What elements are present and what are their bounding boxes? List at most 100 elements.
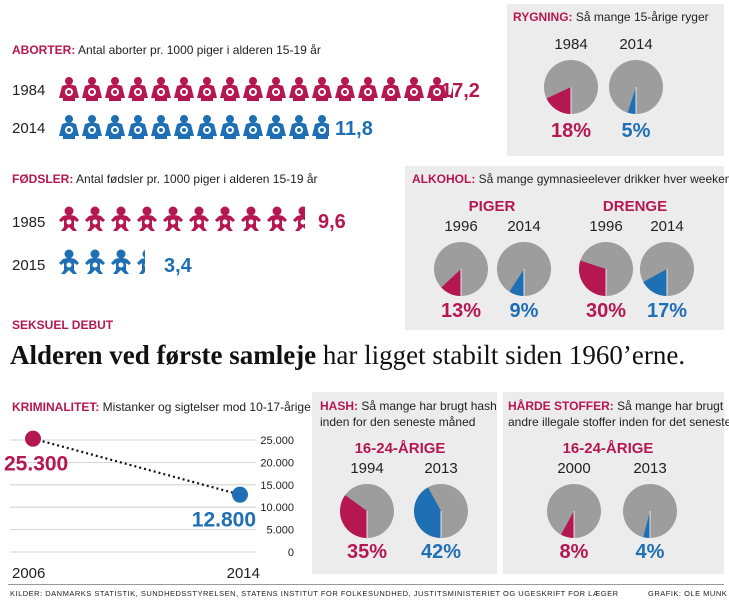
pregnant-person-icon [311,76,333,102]
hash-title: HASH: [320,399,358,413]
haarde-title: HÅRDE STOFFER: [508,399,614,413]
alkohol-drenge-label: DRENGE [602,198,668,215]
hash-pie-2013 [413,484,468,538]
pregnant-person-icon [265,114,287,140]
rygning-header: RYGNING: Så mange 15-årige ryger [513,10,709,24]
fodsler-title: FØDSLER: [12,172,74,186]
hash-header: HASH: Så mange har brugt hash [320,399,497,413]
haarde-header: HÅRDE STOFFER: Så mange har brugt [508,399,723,413]
hash-desc1: Så mange har brugt hash [361,399,497,413]
rygning-pie-1984 [544,60,598,114]
krim-desc: Mistanker og sigtelser mod 10-17-årige [102,400,311,414]
rygning-pie-2014 [609,60,663,114]
pregnant-person-icon [81,76,103,102]
mother-baby-icon [266,206,288,232]
pie-slice [643,269,667,296]
krim-xtick: 2006 [12,565,45,582]
hash-year-1994: 1994 [350,460,384,477]
krim-title: KRIMINALITET: [12,400,100,414]
pregnant-person-icon [150,114,172,140]
pregnant-person-icon [219,76,241,102]
aborter-value-2: 11,8 [335,118,373,140]
krim-ytick: 25.000 [260,435,294,447]
alkohol-piger-label: PIGER [468,198,516,215]
pregnant-person-icon [173,114,195,140]
mother-baby-icon [240,206,262,232]
fodsler-icons-1985 [58,206,305,232]
aborter-year-2: 2014 [12,120,46,137]
haarde-group: 16-24-ÅRIGE [562,440,654,457]
haarde-pie-2013 [623,484,677,538]
krim-header: KRIMINALITET: Mistanker og sigtelser mod… [12,400,311,414]
rygning-pct-1984: 18% [550,120,592,142]
hash-pct-1994: 35% [346,541,388,563]
pregnant-person-icon [127,76,149,102]
mother-baby-icon [84,249,106,275]
pregnant-person-icon [58,114,80,140]
pregnant-person-icon [357,76,379,102]
pregnant-person-icon [196,114,218,140]
hash-group: 16-24-ÅRIGE [354,440,446,457]
krim-ytick: 15.000 [260,480,294,492]
pregnant-person-icon [334,76,356,102]
krim-point-2006 [25,430,41,447]
pregnant-person-icon [150,76,172,102]
fodsler-desc: Antal fødsler pr. 1000 piger i alderen 1… [76,172,318,186]
aborter-year-1: 1984 [12,82,46,99]
alkohol-pie-drenge-1996 [578,242,633,296]
alkohol-pct-piger-2014: 9% [509,300,539,322]
alkohol-pie-piger-2014 [497,242,551,296]
krim-point-2014 [232,486,248,503]
haarde-desc2: andre illegale stoffer inden for det sen… [508,415,729,429]
pregnant-person-icon [426,76,448,102]
hash-panel [312,392,497,574]
pie-slice [560,511,574,538]
haarde-pct-2013: 4% [635,541,665,563]
hash-pie-1994 [340,484,394,538]
fodsler-value-1: 9,6 [318,211,346,233]
haarde-year-2013: 2013 [633,460,667,477]
aborter-title: ABORTER: [12,43,76,57]
pregnant-person-icon [242,76,264,102]
pregnant-person-icon [196,76,218,102]
haarde-panel [503,392,724,574]
pregnant-person-icon [81,114,103,140]
aborter-icons-1984 [58,76,453,102]
krim-ytick: 10.000 [260,502,294,514]
pie-slice [340,495,367,538]
krim-ytick: 0 [288,547,294,559]
aborter-value-1: 17,2 [441,80,480,102]
footer-sources: KILDER: DANMARKS STATISTIK, SUNDHEDSSTYR… [10,589,619,598]
pregnant-person-icon [288,76,310,102]
krim-ytick: 20.000 [260,457,294,469]
alkohol-header: ALKOHOL: Så mange gymnasieelever drikker… [412,172,729,186]
pregnant-person-icon [403,76,425,102]
pie-slice [627,87,636,114]
rygning-title: RYGNING: [513,10,573,24]
rygning-year-1984: 1984 [554,36,588,53]
seksuel-headline-bold: Alderen ved første samleje [10,340,317,370]
pregnant-person-icon-partial [449,76,453,102]
rygning-year-2014: 2014 [619,36,653,53]
alkohol-drenge-year-2014: 2014 [650,218,684,235]
rygning-desc: Så mange 15-årige ryger [575,10,709,24]
alkohol-pie-drenge-2014 [640,242,694,296]
krim-value-2014: 12.800 [192,509,256,532]
alkohol-pct-drenge-1996: 30% [585,300,627,322]
haarde-year-2000: 2000 [557,460,591,477]
krim-xtick: 2014 [227,565,260,582]
footer-rule [8,584,724,585]
mother-baby-icon [162,206,184,232]
fodsler-year-2: 2015 [12,257,46,274]
aborter-desc: Antal aborter pr. 1000 piger i alderen 1… [78,43,321,57]
mother-baby-icon [188,206,210,232]
footer-credit: GRAFIK: OLE MUNK [648,589,728,598]
mother-baby-icon-partial [292,206,305,232]
pie-slice [643,511,650,538]
fodsler-header: FØDSLER: Antal fødsler pr. 1000 piger i … [12,172,318,186]
pregnant-person-icon [173,76,195,102]
mother-baby-icon [84,206,106,232]
mother-baby-icon [58,206,80,232]
hash-desc2: inden for den seneste måned [320,415,476,429]
pregnant-person-icon [127,114,149,140]
